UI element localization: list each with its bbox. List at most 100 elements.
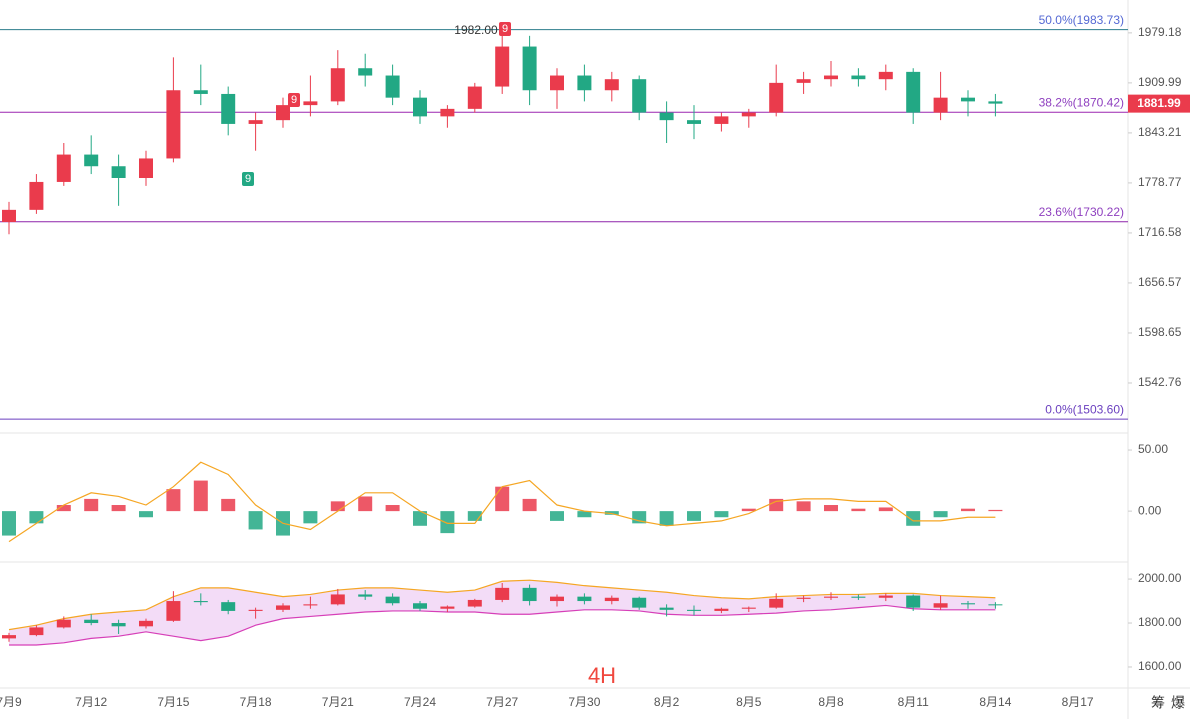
candle-body xyxy=(358,68,373,76)
macd-line xyxy=(8,461,996,543)
fib-label: 50.0%(1983.73) xyxy=(1039,13,1124,27)
candle-body xyxy=(961,97,975,102)
x-tick-label: 7月9 xyxy=(0,695,22,709)
x-tick-label: 7月12 xyxy=(75,695,107,709)
macd-bar xyxy=(769,498,784,512)
macd-bar xyxy=(139,511,153,518)
candle-body xyxy=(139,620,153,627)
macd-bar xyxy=(56,505,71,512)
macd-bar xyxy=(550,511,564,521)
candle-body xyxy=(358,594,373,597)
macd-bar xyxy=(166,489,181,512)
lower-band xyxy=(9,604,996,646)
candle-body xyxy=(440,606,455,609)
y-tick-label: 2000.00 xyxy=(1138,571,1182,585)
y-tick-label: 1979.18 xyxy=(1138,25,1182,39)
y-tick-label: 1716.58 xyxy=(1138,225,1182,239)
candle-body xyxy=(741,607,756,609)
y-tick-label: 1656.57 xyxy=(1138,275,1182,289)
macd-bar xyxy=(358,496,373,512)
high-label: 1982.00 xyxy=(454,23,498,37)
macd-bar xyxy=(988,509,1003,512)
macd-bar xyxy=(303,511,318,524)
macd-bar xyxy=(221,498,236,512)
signal-marker xyxy=(288,93,300,107)
macd-bar xyxy=(577,511,592,518)
candle-body xyxy=(385,75,400,98)
candle-body xyxy=(906,71,921,113)
candle-body xyxy=(495,587,510,600)
macd-bar xyxy=(330,501,345,512)
candle-body xyxy=(550,75,564,91)
candle-body xyxy=(440,108,455,117)
candle-body xyxy=(878,595,893,598)
x-tick-label: 8月17 xyxy=(1062,695,1094,709)
candle-body xyxy=(824,75,838,80)
macd-bar xyxy=(385,505,400,512)
macd-bar xyxy=(84,498,99,512)
candle-body xyxy=(2,635,16,639)
candle-body xyxy=(988,604,1003,606)
x-tick-label: 8月14 xyxy=(979,695,1011,709)
x-tick-label: 7月18 xyxy=(240,695,272,709)
y-tick-label: 1843.21 xyxy=(1138,125,1182,139)
x-tick-label: 7月21 xyxy=(322,695,354,709)
candle-body xyxy=(604,597,619,602)
candle-body xyxy=(467,599,482,607)
candle-body xyxy=(29,627,44,636)
candle-body xyxy=(84,619,99,624)
candle-body xyxy=(878,71,893,80)
signal-label: 9 xyxy=(291,94,297,106)
candle-body xyxy=(56,619,71,628)
macd-bar xyxy=(440,511,455,534)
candle-body xyxy=(577,75,592,91)
y-tick-label: 0.00 xyxy=(1138,503,1162,517)
x-tick-label: 7月15 xyxy=(157,695,189,709)
macd-bar xyxy=(413,511,427,526)
candle-body xyxy=(933,603,948,608)
candle-body xyxy=(550,596,564,602)
candle-body xyxy=(467,86,482,109)
x-tick-label: 8月11 xyxy=(898,695,929,709)
y-tick-label: 1600.00 xyxy=(1138,659,1182,673)
macd-bar xyxy=(906,511,921,526)
macd-bar xyxy=(467,511,482,521)
candle-body xyxy=(193,90,208,94)
candle-body xyxy=(139,158,153,178)
candle-body xyxy=(303,101,318,106)
band-fill xyxy=(9,580,996,645)
macd-bar xyxy=(659,511,674,526)
macd-bar xyxy=(933,511,948,518)
button[interactable]: 爆 xyxy=(1171,695,1185,711)
signal-label: 9 xyxy=(245,173,251,185)
candle-body xyxy=(56,154,71,182)
signal-marker xyxy=(242,172,254,186)
macd-bar xyxy=(824,505,838,512)
candle-body xyxy=(248,120,263,124)
macd-bar xyxy=(851,508,866,512)
candle-body xyxy=(796,79,811,83)
candle-body xyxy=(714,608,729,611)
candle-body xyxy=(303,604,318,606)
candle-body xyxy=(2,209,16,222)
y-tick-label: 1778.77 xyxy=(1138,175,1182,189)
candle-body xyxy=(933,97,948,113)
x-tick-label: 8月8 xyxy=(818,695,844,709)
candle-body xyxy=(166,90,181,159)
y-tick-label: 1909.99 xyxy=(1138,75,1182,89)
candle-body xyxy=(193,601,208,603)
macd-bar xyxy=(29,511,44,524)
y-tick-label: 50.00 xyxy=(1138,442,1168,456)
candle-body xyxy=(906,595,921,608)
button[interactable]: 筹 xyxy=(1151,695,1165,711)
candle-body xyxy=(659,112,674,121)
x-tick-label: 7月24 xyxy=(404,695,436,709)
candle-body xyxy=(330,68,345,102)
candle-body xyxy=(84,154,99,167)
candle-body xyxy=(714,116,729,124)
candle-body xyxy=(824,596,838,598)
candle-body xyxy=(111,623,126,627)
fib-label: 23.6%(1730.22) xyxy=(1039,205,1124,219)
candle-body xyxy=(330,594,345,605)
